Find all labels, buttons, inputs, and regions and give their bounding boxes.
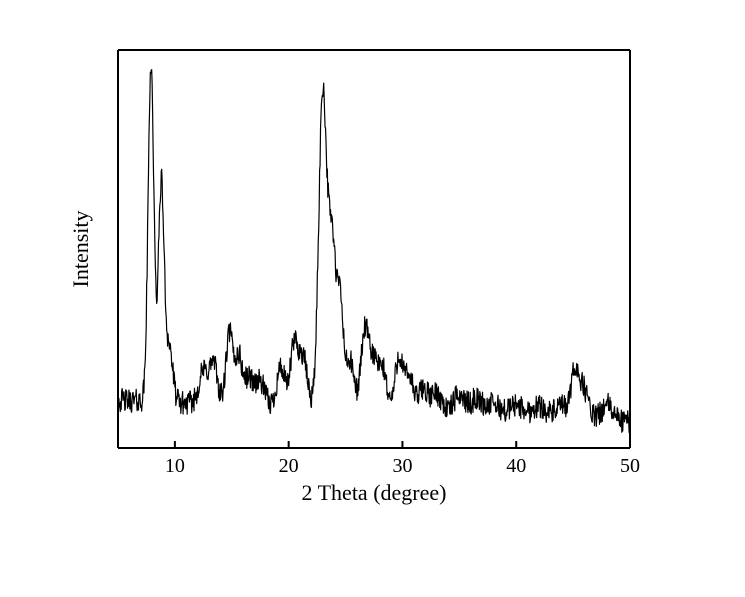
xtick-label: 50	[620, 455, 640, 477]
xtick-label: 40	[506, 455, 526, 477]
chart-canvas: 10 20 30 40 50 2 Theta (degree) Intensity	[60, 40, 640, 510]
xrd-chart: 10 20 30 40 50 2 Theta (degree) Intensity	[60, 40, 640, 510]
xtick-label: 20	[279, 455, 299, 477]
xtick-label: 30	[392, 455, 412, 477]
x-axis-label: 2 Theta (degree)	[302, 480, 447, 505]
xtick-label: 10	[165, 455, 185, 477]
y-axis-label: Intensity	[68, 211, 93, 288]
